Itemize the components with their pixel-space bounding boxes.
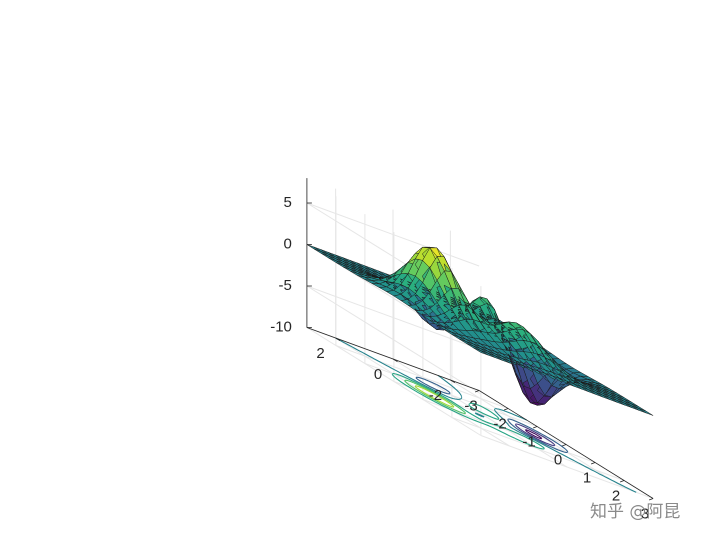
- x-tick-label: -2: [493, 415, 506, 432]
- contour-projection: [335, 337, 637, 493]
- x-tick: [561, 444, 567, 447]
- z-tick-label: 0: [284, 235, 292, 252]
- z-tick-label: -10: [270, 318, 292, 335]
- axes: [306, 178, 654, 501]
- y-tick-label: 2: [316, 345, 324, 362]
- surface-mesh: [306, 244, 654, 416]
- z-tick-label: -5: [279, 277, 292, 294]
- x-tick: [474, 390, 480, 393]
- x-tick-label: 2: [612, 487, 620, 504]
- contour-line: [391, 373, 545, 450]
- x-tick-label: 1: [583, 469, 591, 486]
- x-tick: [648, 498, 654, 501]
- x-tick-label: 0: [554, 451, 562, 468]
- x-tick-label: -3: [464, 397, 477, 414]
- grid-line: [392, 358, 568, 468]
- surface-face: [638, 408, 654, 416]
- y-tick: [450, 379, 456, 384]
- x-tick-label: -1: [522, 433, 535, 450]
- y-tick: [392, 358, 398, 363]
- contour-line: [404, 379, 467, 415]
- z-tick-label: 5: [284, 194, 292, 211]
- x-tick: [503, 408, 509, 411]
- y-tick-label: 0: [374, 366, 382, 383]
- x-tick: [590, 462, 596, 465]
- contour-line: [415, 376, 569, 453]
- y-tick-label: -2: [429, 387, 442, 404]
- x-tick: [619, 480, 625, 483]
- y-tick: [335, 337, 341, 342]
- contour-line: [414, 385, 455, 408]
- x-tick-label: 3: [641, 505, 649, 522]
- contour-line: [524, 429, 543, 440]
- contour-line: [514, 423, 556, 447]
- x-tick: [532, 426, 538, 429]
